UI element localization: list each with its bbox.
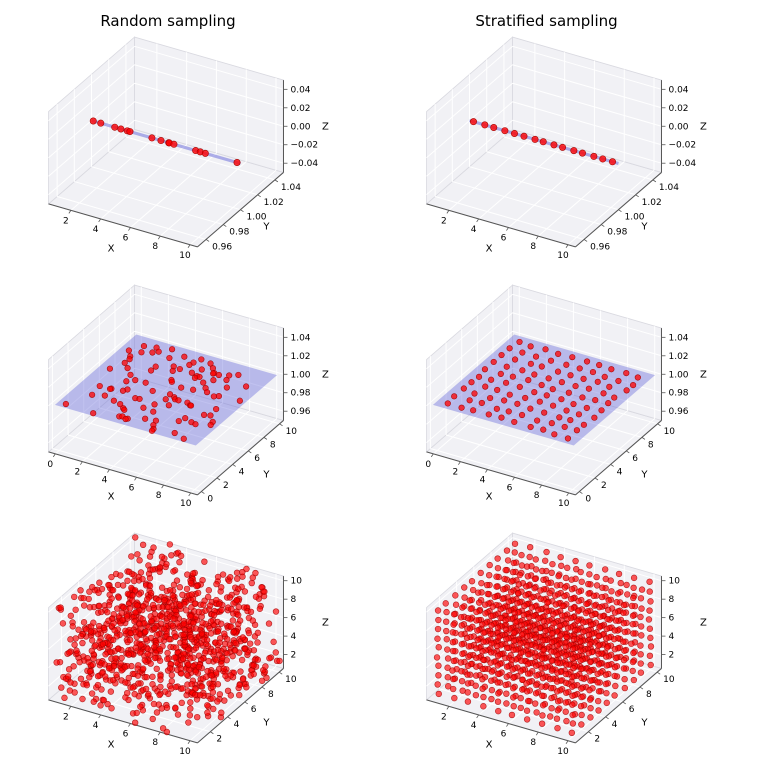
- chart-stratified-3d: [378, 526, 756, 774]
- chart-stratified-1d: [378, 30, 756, 278]
- column-title-stratified: Stratified sampling: [475, 12, 618, 30]
- column-title-random: Random sampling: [100, 12, 236, 30]
- chart-stratified-2d: [378, 278, 756, 526]
- chart-random-2d: [0, 278, 378, 526]
- title-row: Random sampling Stratified sampling: [0, 0, 757, 30]
- chart-random-3d: [0, 526, 378, 774]
- chart-random-1d: [0, 30, 378, 278]
- chart-grid: [0, 30, 757, 774]
